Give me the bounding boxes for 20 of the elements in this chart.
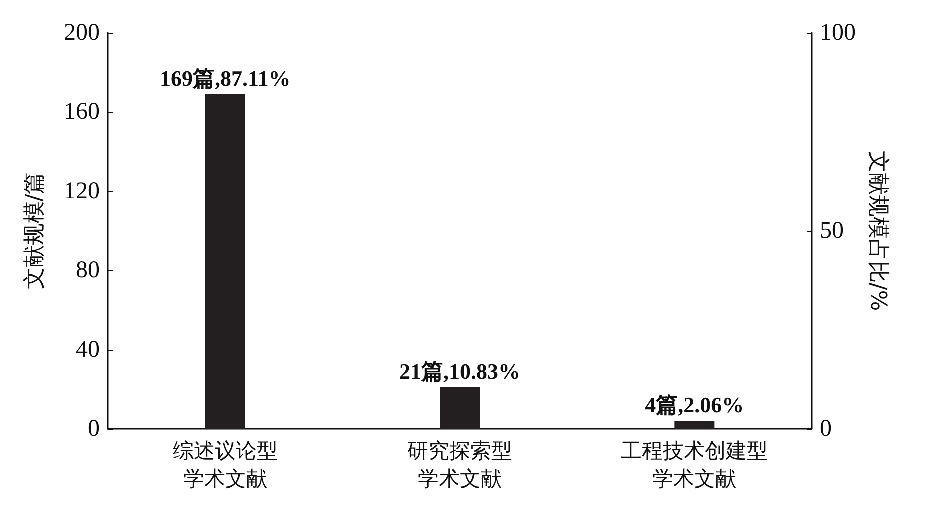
y2-tick-label: 0 [820, 416, 832, 442]
data-label: 4篇,2.06% [645, 392, 744, 418]
bar [674, 421, 715, 429]
bar [440, 387, 480, 429]
y-tick-label: 0 [88, 416, 100, 442]
y2-tick-label: 50 [820, 218, 844, 244]
data-label: 21篇,10.83% [400, 358, 520, 384]
y-axis-title: 文献规模/篇 [22, 172, 48, 290]
x-tick-label: 综述议论型学术文献 [172, 439, 278, 491]
y2-tick-label: 100 [820, 20, 856, 46]
y2-axis-title: 文献规模占比/% [865, 150, 890, 312]
y-tick-label: 200 [64, 20, 100, 46]
y-tick-label: 160 [64, 99, 100, 126]
bar [205, 94, 246, 429]
y-tick-label: 120 [64, 178, 100, 204]
x-tick-label: 工程技术创建型学术文献 [621, 439, 768, 491]
y-tick-label: 40 [76, 336, 100, 363]
x-tick-label: 研究探索型学术文献 [408, 439, 512, 491]
data-label: 169篇,87.11% [160, 66, 291, 91]
y-tick-label: 80 [76, 258, 100, 284]
